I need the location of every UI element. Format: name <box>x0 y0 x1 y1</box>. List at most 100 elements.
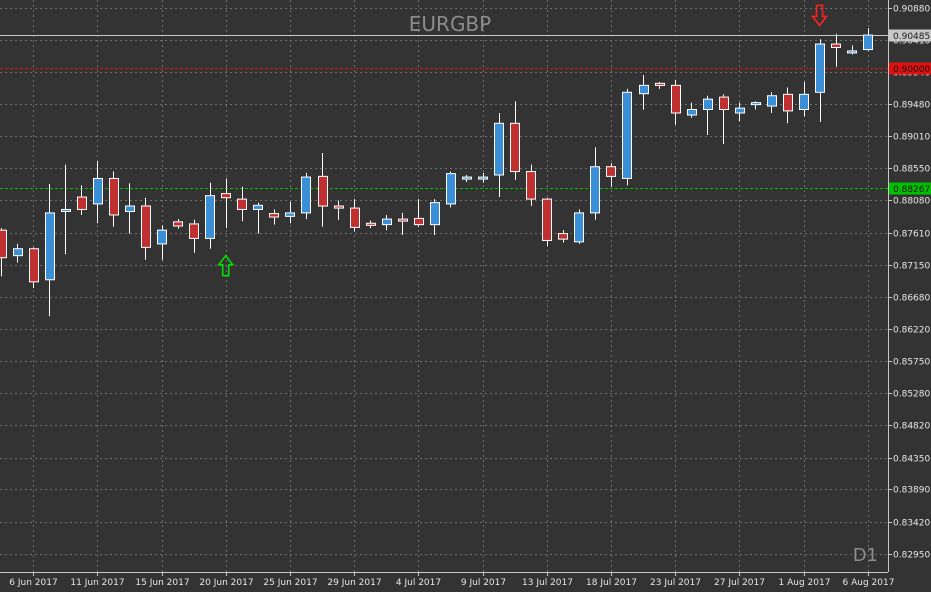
candle-body <box>847 50 857 54</box>
x-tick-label: 25 Jun 2017 <box>263 578 317 588</box>
candle-body <box>29 248 39 283</box>
candle-body <box>622 91 632 179</box>
candle-body <box>783 93 793 112</box>
x-tick-label: 18 Jul 2017 <box>586 578 637 588</box>
candle-body <box>687 109 697 116</box>
candle-body <box>93 177 103 205</box>
candle-body <box>237 198 247 210</box>
timeframe-watermark: D1 <box>853 545 878 566</box>
x-tick-label: 4 Jul 2017 <box>396 578 441 588</box>
y-tick-label: 0.87150 <box>893 262 930 272</box>
candle-body <box>205 195 215 239</box>
x-tick-label: 9 Jul 2017 <box>461 578 506 588</box>
y-tick-label: 0.88550 <box>893 165 930 175</box>
x-tick-label: 27 Jul 2017 <box>714 578 765 588</box>
y-tick-label: 0.84350 <box>893 455 930 465</box>
price-label-box <box>889 29 931 42</box>
candle-body <box>719 96 729 111</box>
candle-body <box>189 223 199 239</box>
symbol-watermark: EURGBP <box>409 12 491 36</box>
candle-body <box>574 212 584 243</box>
x-tick-label: 29 Jun 2017 <box>327 578 381 588</box>
candle-body <box>655 82 665 86</box>
x-tick-label: 15 Jun 2017 <box>135 578 189 588</box>
candle-body <box>558 233 568 240</box>
y-tick-label: 0.82950 <box>893 551 930 561</box>
candle-body <box>13 248 23 257</box>
price-label-box <box>889 182 931 195</box>
candle-body <box>398 218 408 222</box>
x-tick-label: 6 Jun 2017 <box>9 578 57 588</box>
y-tick-label: 0.89010 <box>893 133 930 143</box>
candle-body <box>751 102 761 106</box>
x-tick-label: 1 Aug 2017 <box>779 578 831 588</box>
y-tick-label: 0.86680 <box>893 294 930 304</box>
candle-body <box>141 205 151 248</box>
candle-body <box>526 171 536 200</box>
x-tick-label: 6 Aug 2017 <box>843 578 895 588</box>
candle-body <box>863 34 873 51</box>
candle-body <box>462 176 472 180</box>
candle-body <box>334 205 344 209</box>
price-label: 0.90485 <box>893 32 930 42</box>
candle-body <box>77 196 87 210</box>
grid <box>0 0 888 572</box>
candle-body <box>173 221 183 227</box>
candle-body <box>430 202 440 226</box>
y-tick-label: 0.84820 <box>893 422 930 432</box>
price-label: 0.90000 <box>893 65 930 75</box>
candle-body <box>221 193 231 199</box>
y-tick-label: 0.87610 <box>893 230 930 240</box>
arrow-markers <box>217 4 829 277</box>
horizontal-lines <box>0 35 888 189</box>
candle-body <box>45 212 55 281</box>
candle-body <box>318 175 328 207</box>
candle-body <box>253 204 263 210</box>
candle-body <box>542 198 552 241</box>
x-tick-label: 23 Jul 2017 <box>650 578 701 588</box>
candle-body <box>0 229 7 259</box>
candle-body <box>767 95 777 107</box>
candle-body <box>703 98 713 111</box>
candle-body <box>510 122 520 173</box>
x-tick-label: 20 Jun 2017 <box>199 578 253 588</box>
candle-body <box>478 176 488 180</box>
candle-body <box>301 176 311 214</box>
candle-body <box>494 122 504 176</box>
candle-body <box>269 213 279 218</box>
y-tick-label: 0.85750 <box>893 358 930 368</box>
y-tick-label: 0.85280 <box>893 390 930 400</box>
candle-body <box>285 212 295 217</box>
y-tick-label: 0.86220 <box>893 326 930 336</box>
candle-body <box>446 173 456 205</box>
price-label: 0.88267 <box>893 185 930 195</box>
y-tick-label: 0.83420 <box>893 519 930 529</box>
x-tick-label: 11 Jun 2017 <box>70 578 124 588</box>
candle-body <box>606 166 616 177</box>
candle-body <box>831 43 841 48</box>
candle-body <box>366 222 376 226</box>
y-tick-label: 0.88080 <box>893 197 930 207</box>
candle-body <box>382 218 392 226</box>
candles <box>0 28 873 317</box>
candle-body <box>815 43 825 93</box>
candle-body <box>350 207 360 228</box>
candle-body <box>639 84 649 95</box>
y-tick-label: 0.89480 <box>893 101 930 111</box>
y-tick-label: 0.83890 <box>893 486 930 496</box>
candle-body <box>799 93 809 111</box>
candle-body <box>671 84 681 114</box>
x-tick-label: 13 Jul 2017 <box>522 578 573 588</box>
price-label-box <box>889 62 931 75</box>
candle-body <box>735 107 745 114</box>
candle-body <box>414 217 424 226</box>
candle-body <box>125 205 135 213</box>
candle-body <box>590 166 600 214</box>
y-tick-label: 0.90880 <box>893 5 930 15</box>
arrow-down-icon <box>810 4 829 27</box>
candle-body <box>157 229 167 245</box>
candle-body <box>109 177 119 216</box>
